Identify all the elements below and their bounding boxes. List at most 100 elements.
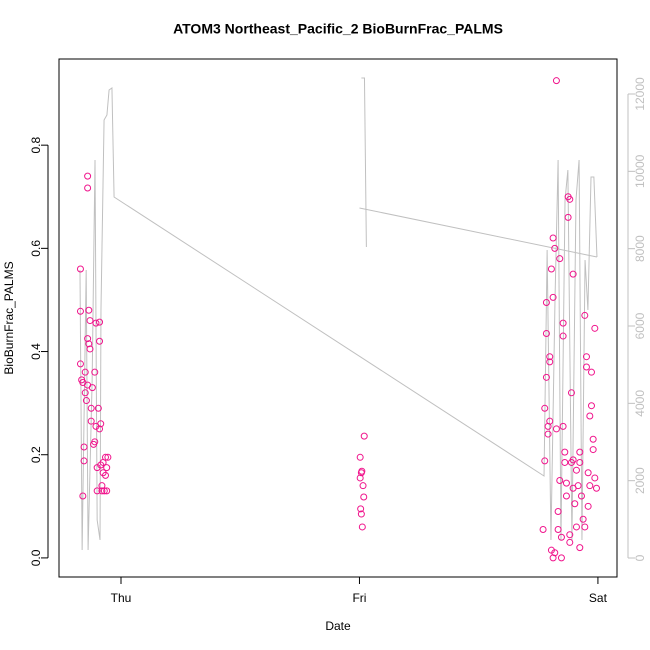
y-tick-label: 0.6 (29, 240, 43, 257)
point (574, 482, 582, 490)
point (92, 319, 100, 327)
point (562, 479, 570, 487)
point (557, 554, 565, 562)
point (556, 477, 564, 485)
y2-tick-label: 10000 (633, 154, 647, 188)
point (581, 311, 589, 319)
point (102, 453, 109, 461)
y2-tick-label: 6000 (633, 312, 647, 339)
point (103, 487, 111, 495)
point (359, 482, 367, 490)
point (587, 402, 595, 410)
point (103, 464, 111, 472)
point (586, 412, 594, 420)
point (539, 526, 547, 534)
x-tick-label: Thu (111, 591, 132, 605)
chart-title: ATOM3 Northeast_Pacific_2 BioBurnFrac_PA… (173, 21, 503, 37)
point (81, 389, 89, 397)
point (542, 299, 550, 307)
point (85, 340, 93, 348)
x-axis-label: Date (325, 619, 351, 633)
point (541, 457, 549, 465)
point (82, 397, 90, 405)
point (589, 435, 597, 443)
point (98, 487, 106, 495)
point (551, 549, 559, 557)
point (569, 270, 577, 278)
point (561, 458, 569, 466)
y2-tick-label: 4000 (633, 390, 647, 417)
point (91, 368, 99, 376)
point (559, 332, 567, 340)
point (554, 526, 562, 534)
point (357, 469, 365, 477)
point (572, 523, 580, 531)
point (356, 474, 364, 482)
point (546, 417, 554, 425)
y2-tick-label: 12000 (633, 77, 647, 111)
point (94, 404, 102, 412)
point (88, 384, 96, 392)
point (569, 456, 577, 464)
point (360, 432, 368, 440)
x-tick-label: Fri (352, 591, 366, 605)
point (357, 510, 365, 518)
point (87, 417, 95, 425)
point (591, 474, 599, 482)
point (582, 363, 590, 371)
point (576, 544, 584, 552)
point (591, 324, 599, 332)
point (542, 329, 550, 337)
point (84, 184, 92, 192)
point (356, 453, 364, 461)
point (556, 255, 564, 263)
point (547, 265, 555, 273)
point (544, 430, 552, 438)
point (546, 358, 554, 366)
point (76, 360, 84, 368)
point (360, 493, 368, 501)
point (91, 438, 99, 446)
point (557, 533, 565, 541)
plot-frame (58, 58, 618, 578)
point (79, 492, 87, 500)
y-tick-label: 0.8 (29, 136, 43, 153)
point (541, 404, 549, 412)
point (551, 244, 559, 252)
point (584, 502, 592, 510)
point (358, 523, 366, 531)
y2-tick-label: 8000 (633, 235, 647, 262)
point (581, 523, 589, 531)
point (100, 487, 108, 495)
point (582, 353, 590, 361)
point (102, 471, 109, 479)
y-axis-label: BioBurnFrac_PALMS (2, 261, 16, 374)
point (80, 457, 88, 465)
point (592, 484, 600, 492)
point (566, 538, 574, 546)
y2-tick-label: 0 (633, 554, 647, 561)
point (552, 77, 560, 85)
y-tick-label: 0.0 (29, 549, 43, 566)
point (80, 443, 88, 451)
point (584, 469, 592, 477)
point (579, 515, 587, 523)
point (577, 492, 585, 500)
x-tick-label: Sat (589, 591, 608, 605)
point (589, 446, 597, 454)
point (96, 318, 104, 326)
y-tick-label: 0.4 (29, 343, 43, 360)
point (554, 507, 562, 515)
point (76, 307, 84, 315)
y-tick-label: 0.2 (29, 446, 43, 463)
point (86, 345, 94, 353)
point (96, 337, 104, 345)
point (81, 368, 89, 376)
point (549, 293, 557, 301)
point (587, 368, 595, 376)
point (561, 448, 569, 456)
point (586, 482, 594, 490)
point (559, 319, 567, 327)
